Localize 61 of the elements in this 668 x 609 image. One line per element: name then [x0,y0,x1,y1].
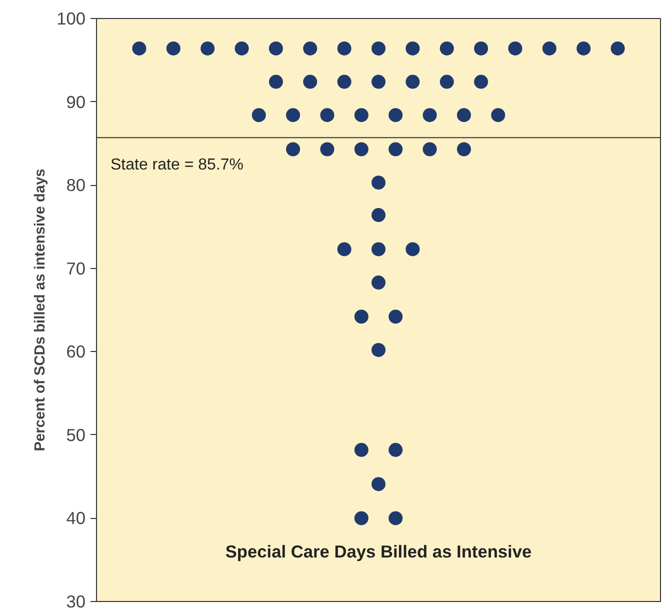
point [610,41,625,56]
point [474,74,488,89]
point [406,41,420,56]
point [456,142,471,156]
y-tick-label: 100 [56,8,86,28]
point [372,74,386,89]
point [320,142,334,156]
y-axis-title: Percent of SCDs billed as intensive days [32,168,49,452]
y-tick-label: 30 [66,592,86,609]
point [166,41,180,56]
point [320,108,334,122]
point [388,442,403,457]
point [440,41,454,56]
point [337,41,352,56]
point [406,74,420,89]
point [388,310,403,324]
point [388,142,403,156]
point [388,108,403,122]
point [372,342,386,357]
point [372,276,386,290]
point [268,74,283,89]
point [200,41,215,56]
point [491,108,506,122]
y-tick-label: 90 [66,92,86,112]
point [234,41,249,56]
point [354,310,368,324]
point [303,41,318,56]
point [337,242,352,256]
point [372,176,386,190]
point [576,41,591,56]
annotation: Special Care Days Billed as Intensive [225,542,532,562]
point [542,41,556,56]
point [354,108,368,122]
point [354,142,368,156]
point [354,442,368,457]
point [372,477,386,492]
point [508,41,522,56]
y-tick-label: 80 [66,175,86,196]
point [388,511,403,526]
point [474,41,488,56]
point [132,41,146,56]
point [422,142,437,156]
point [456,108,471,122]
y-tick-label: 40 [66,508,86,528]
point [406,242,420,256]
point [286,108,300,122]
point [268,41,283,56]
point [354,511,368,526]
point [252,108,266,122]
ref-line-label: State rate = 85.7% [110,156,244,174]
point [303,74,318,89]
y-tick-label: 50 [66,424,86,445]
point [440,74,454,89]
y-tick-label: 60 [66,342,86,362]
point [286,142,300,156]
point [372,208,386,222]
point [372,41,386,56]
point [372,242,386,256]
point [337,74,352,89]
y-tick-label: 70 [66,258,86,278]
point [422,108,437,122]
